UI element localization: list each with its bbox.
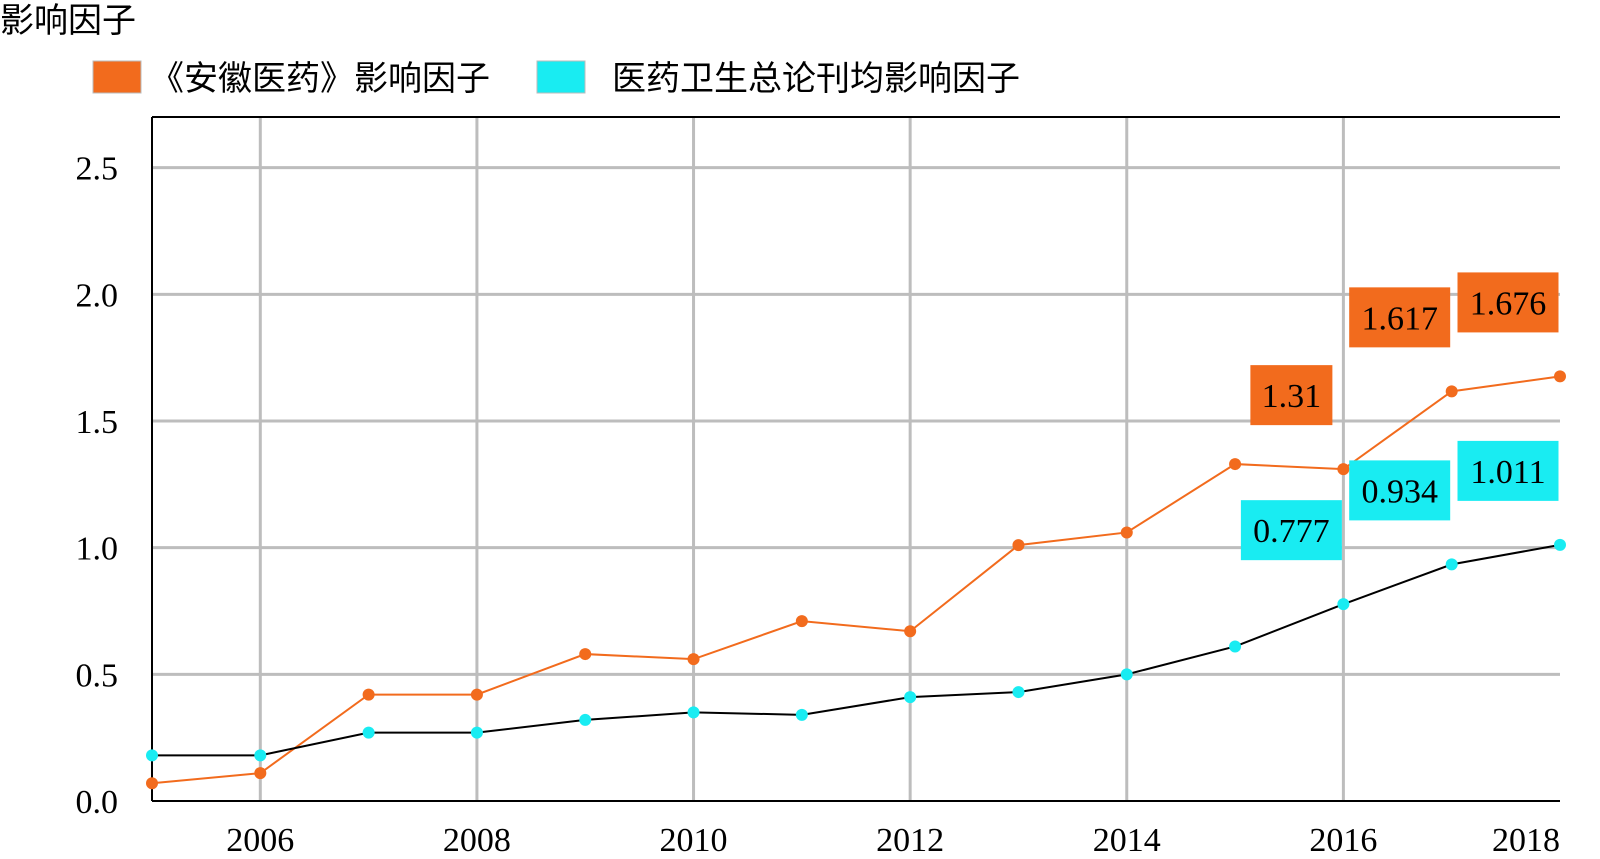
y-tick-label: 1.5	[76, 404, 119, 441]
data-point-1	[146, 749, 158, 762]
data-label: 0.934	[1361, 473, 1438, 510]
data-point-0	[904, 625, 917, 638]
series-line-1	[152, 543, 1561, 757]
data-point-0	[579, 648, 592, 661]
y-axis-title: 影响因子	[0, 1, 136, 41]
data-label-box	[1349, 287, 1451, 348]
y-tick-label: 1.0	[76, 531, 119, 568]
legend-swatch-0	[92, 60, 142, 94]
data-labels: 1.31 1.617 1.676 0.777 0.934 1.011	[1240, 272, 1559, 561]
data-label-box	[1240, 500, 1342, 561]
data-point-0	[146, 777, 158, 790]
data-point-1	[1554, 538, 1566, 551]
data-point-0	[1012, 539, 1025, 552]
data-label-box	[1457, 440, 1559, 501]
x-tick-label: 2016	[1309, 822, 1377, 859]
data-label: 1.617	[1361, 300, 1438, 337]
grid-lines	[152, 117, 1560, 801]
data-point-1	[795, 708, 808, 721]
data-point-0	[687, 653, 700, 666]
data-label-box	[1349, 460, 1451, 521]
y-tick-label: 2.5	[76, 151, 119, 188]
legend: 《安徽医药》影响因子 医药卫生总论刊均影响因子	[92, 59, 1020, 99]
data-point-0	[1337, 463, 1350, 476]
data-point-0	[1554, 370, 1566, 383]
data-point-1	[904, 691, 917, 704]
data-point-0	[1120, 526, 1133, 539]
data-point-1	[687, 706, 700, 719]
data-point-1	[579, 713, 592, 726]
data-point-1	[1012, 686, 1025, 699]
legend-label-1: 医药卫生总论刊均影响因子	[612, 59, 1020, 99]
data-point-0	[470, 688, 483, 701]
axes	[151, 116, 1560, 802]
data-label-box	[1250, 365, 1333, 426]
x-tick-label: 2010	[660, 822, 728, 859]
data-point-1	[1229, 640, 1242, 653]
data-point-0	[362, 688, 375, 701]
x-tick-label: 2012	[876, 822, 944, 859]
data-point-1	[1120, 668, 1133, 681]
tick-labels: 0.0 0.5 1.0 1.5 2.0 2.5 2006 2008 2010 2012 2014 20…	[76, 151, 1561, 859]
x-tick-label: 2006	[226, 822, 294, 859]
data-label: 1.31	[1262, 378, 1322, 415]
data-point-1	[254, 749, 267, 762]
legend-swatch-1	[536, 60, 586, 94]
legend-label-0: 《安徽医药》影响因子	[150, 59, 490, 99]
y-tick-label: 0.5	[76, 657, 119, 694]
y-tick-label: 0.0	[76, 784, 119, 821]
data-point-1	[362, 726, 375, 739]
y-tick-label: 2.0	[76, 277, 119, 314]
x-tick-label: 2018	[1492, 822, 1560, 859]
data-point-1	[1445, 558, 1458, 571]
series-layer	[146, 370, 1566, 790]
data-point-0	[1445, 385, 1458, 398]
data-point-1	[1337, 598, 1350, 611]
data-label: 1.676	[1470, 285, 1547, 322]
data-label: 0.777	[1253, 513, 1330, 550]
x-tick-label: 2008	[443, 822, 511, 859]
data-label-box	[1457, 272, 1559, 333]
x-tick-label: 2014	[1093, 822, 1161, 859]
series-line-0	[151, 375, 1561, 785]
data-point-0	[1229, 458, 1242, 471]
data-point-1	[470, 726, 483, 739]
data-label: 1.011	[1470, 454, 1545, 491]
data-point-0	[254, 767, 267, 780]
data-point-0	[795, 615, 808, 628]
